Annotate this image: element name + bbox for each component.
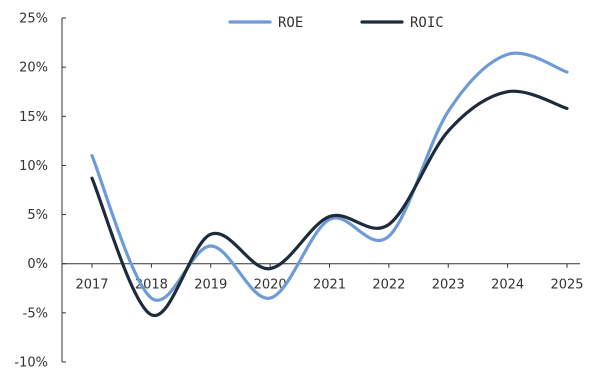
legend-label-roe: ROE	[278, 15, 303, 31]
series-line-roic	[90, 89, 569, 317]
y-tick-label: 10%	[19, 159, 48, 174]
x-tick-label: 2020	[254, 278, 287, 293]
y-tick-label: 15%	[19, 110, 48, 125]
series-line-roe	[90, 51, 569, 302]
y-tick-label: 5%	[27, 208, 48, 223]
y-tick-label: 0%	[27, 257, 48, 272]
x-tick-label: 2021	[313, 278, 346, 293]
legend: ROE ROIC	[228, 15, 444, 31]
x-tick-label: 2022	[372, 278, 405, 293]
legend-label-roic: ROIC	[410, 15, 444, 31]
y-tick-label: -10%	[14, 356, 48, 371]
x-tick-label: 2025	[550, 278, 583, 293]
y-tick-label: 20%	[19, 61, 48, 76]
x-tick-label: 2019	[194, 278, 227, 293]
y-tick-label: -5%	[23, 306, 48, 321]
x-tick-label: 2023	[432, 278, 465, 293]
axes: 25%20%15%10%5%0%-5%-10%2017 2018 2019 2020 2…	[14, 12, 583, 371]
y-tick-label: 25%	[19, 12, 48, 27]
x-tick-label: 2017	[75, 278, 108, 293]
series-layer	[90, 51, 569, 317]
x-tick-label: 2024	[491, 278, 524, 293]
